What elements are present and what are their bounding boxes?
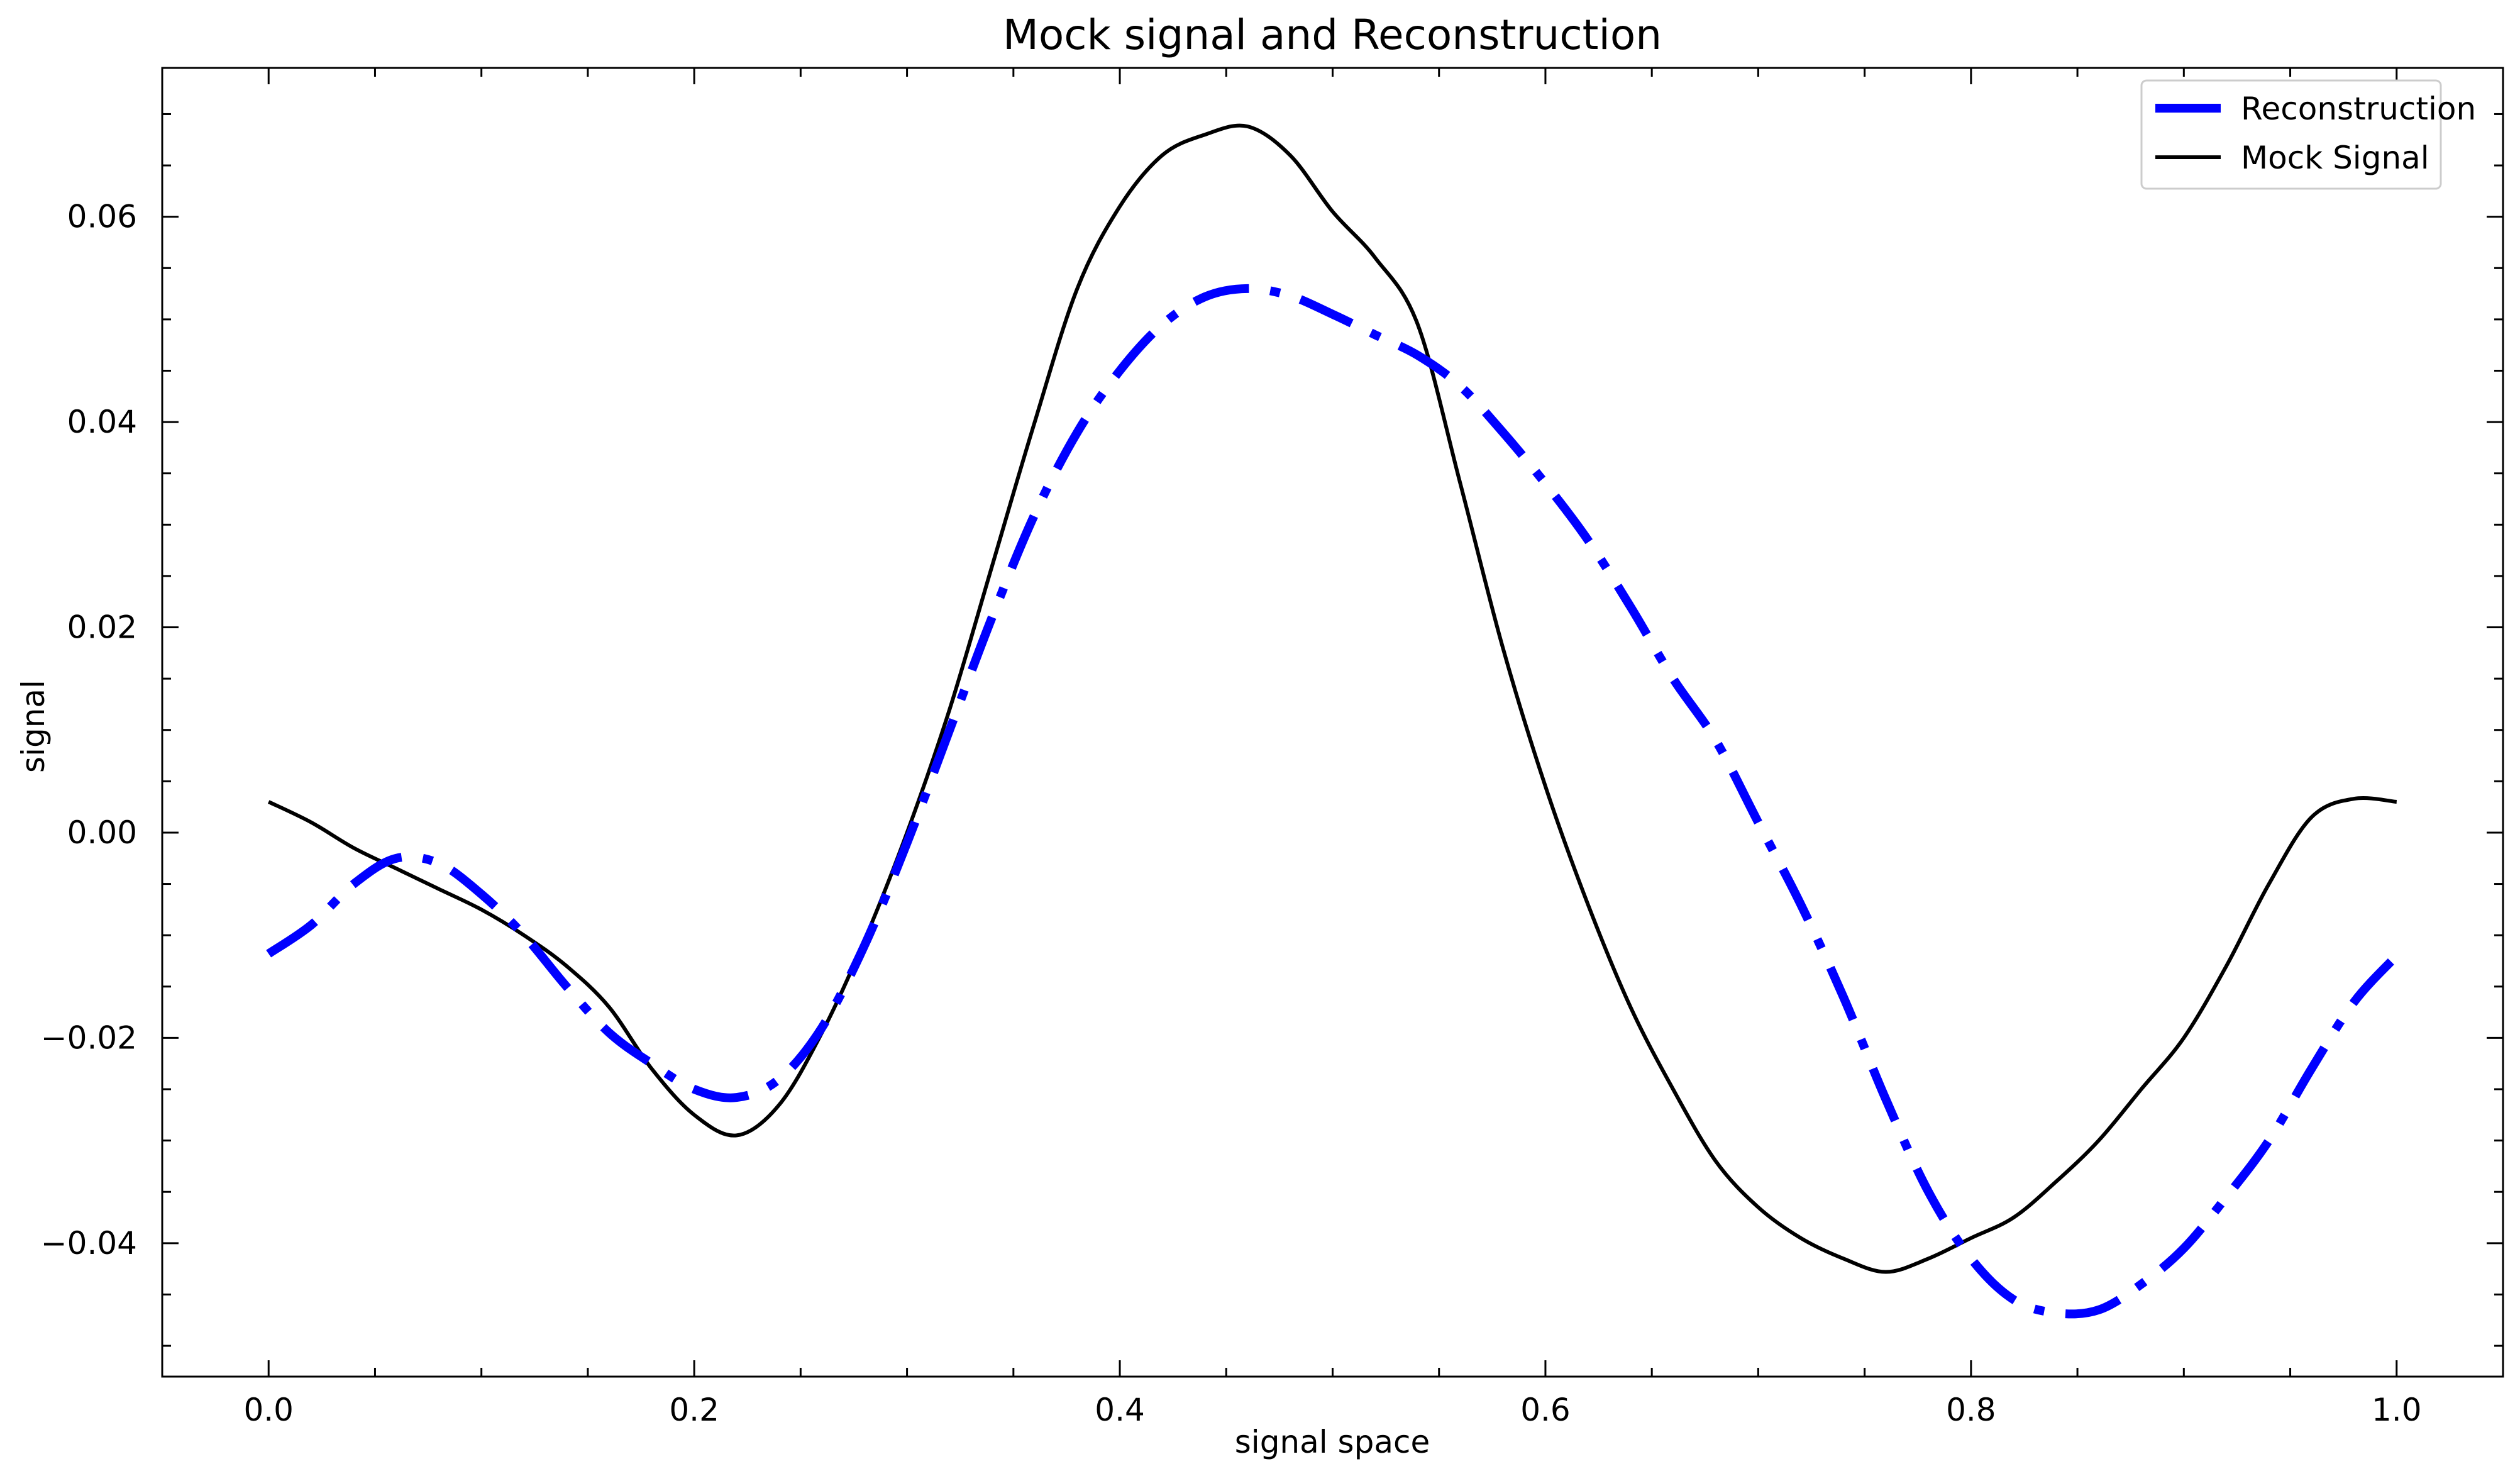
x-tick-label: 1.0 <box>2372 1392 2422 1428</box>
x-tick-label: 0.6 <box>1520 1392 1571 1428</box>
x-tick-label: 0.4 <box>1095 1392 1145 1428</box>
x-tick-label: 0.8 <box>1946 1392 1996 1428</box>
axes-frame <box>161 67 2504 1378</box>
chart-title: Mock signal and Reconstruction <box>1003 11 1662 59</box>
x-tick-label: 0.2 <box>669 1392 719 1428</box>
series-line-reconstruction <box>266 284 2400 1319</box>
legend-label-reconstruction: Reconstruction <box>2241 91 2476 127</box>
series-layer <box>266 123 2400 1319</box>
y-tick-label: 0.04 <box>67 404 137 440</box>
y-tick-label: −0.02 <box>41 1019 137 1056</box>
ticks-layer: 0.0 0.2 0.4 0.6 0.8 1.0 −0.04 −0.02 0.00 0.02 0.04… <box>41 68 2503 1428</box>
y-tick-label: 0.02 <box>67 609 137 646</box>
y-tick-label: −0.04 <box>41 1225 137 1262</box>
series-line-mock-signal <box>267 123 2397 1274</box>
y-tick-label: 0.00 <box>67 814 137 851</box>
legend: Reconstruction Mock Signal <box>2140 79 2476 190</box>
x-axis-label: signal space <box>1235 1424 1430 1460</box>
y-tick-label: 0.06 <box>67 199 137 235</box>
y-axis-label: signal <box>15 680 52 773</box>
legend-label-mock-signal: Mock Signal <box>2241 140 2429 176</box>
x-tick-label: 0.0 <box>243 1392 294 1428</box>
